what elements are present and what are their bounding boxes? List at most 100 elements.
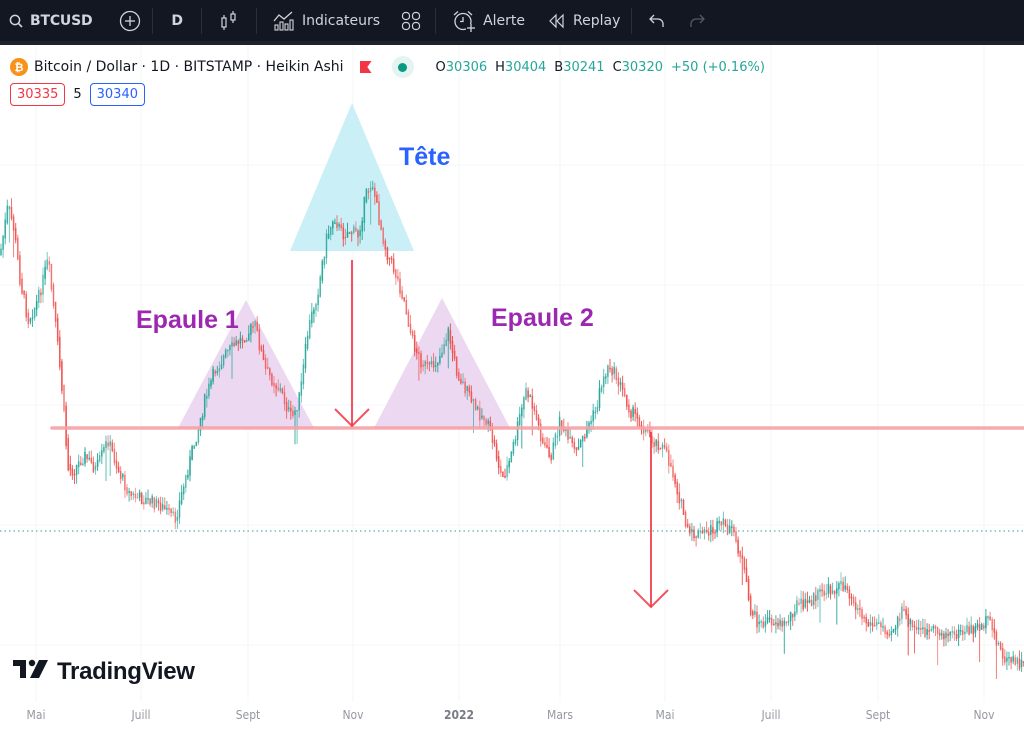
chart-type-button[interactable] [204,0,254,41]
candle-body [936,627,939,635]
candle-body [716,521,718,533]
candle-body [999,642,1002,650]
candle-body [764,621,767,627]
change-value: +50 (+0.16%) [671,59,765,75]
candle-body [695,536,697,538]
symbol-search-button[interactable]: BTCUSD [0,0,101,41]
candle-body [579,440,582,448]
candle-body [590,420,592,425]
time-axis-label: Nov [342,708,364,722]
candle-body [642,427,645,434]
candle-body [544,442,546,446]
time-axis[interactable]: Mai Juill Sept Nov 2022 Mars Mai Juill Sept Nov [0,702,1024,730]
candle-body [668,450,670,467]
candle-body [525,388,527,400]
candle-body [607,365,609,377]
candle-body [905,609,907,616]
candle-body [233,342,235,346]
indicators-button[interactable]: Indicateurs [259,0,389,41]
candle-body [836,588,838,594]
candle-body [214,371,216,374]
candle-body [113,449,116,464]
layouts-button[interactable] [389,0,433,41]
candle-body [485,419,487,425]
time-axis-label: Mai [26,708,46,722]
candle-body [546,444,548,448]
candle-body [701,530,704,534]
candle-body [361,220,363,232]
undo-button[interactable] [634,0,680,41]
candle-body [0,248,2,255]
candle-body [161,504,164,510]
candle-body [283,392,286,405]
compare-symbol-button[interactable] [101,0,150,41]
shoulder1-triangle-shape [178,300,314,428]
candle-body [420,353,422,368]
candle-body [497,456,500,469]
price-target-arrow-icon-head [633,589,669,609]
interval-label: D [171,12,183,29]
candle-body [676,482,678,495]
candle-body [754,611,756,615]
candle-body [73,474,76,476]
buy-price-button[interactable]: 30340 [89,83,145,106]
candle-body [290,407,292,412]
chart-pane[interactable]: ₿ Bitcoin / Dollar · 1D · BITSTAMP · Hei… [0,45,1024,730]
candle-body [714,532,716,534]
candle-body [567,429,569,440]
candle-body [277,387,279,391]
candle-body [747,579,750,600]
symbol-title[interactable]: Bitcoin / Dollar · 1D · BITSTAMP · Heiki… [34,59,344,75]
candle-body [859,608,861,610]
candle-body [619,382,622,385]
candle-body [571,437,573,443]
candle-body [258,328,261,350]
candle-body [75,465,78,475]
candle-body [678,491,681,504]
candle-body [1016,657,1019,664]
shoulder1-label[interactable]: Epaule 1 [136,306,239,334]
candle-body [443,344,445,354]
candle-body [957,629,960,638]
candle-body [82,463,84,466]
candle-body [689,526,691,534]
candle-body [243,340,246,343]
candle-body [760,621,762,623]
price-plot[interactable] [0,45,1024,730]
redo-button[interactable] [680,0,714,41]
candle-body [838,583,840,590]
sell-price-button[interactable]: 30335 [10,83,66,106]
candle-body [613,366,615,374]
candle-body [115,460,118,469]
candle-body [201,415,204,421]
candle-body [14,227,17,241]
candle-body [548,447,550,458]
candle-body [852,597,855,604]
candle-body [306,335,309,349]
alert-button[interactable]: Alerte [438,0,534,41]
tradingview-logo[interactable]: TradingView [13,658,195,686]
candle-body [77,461,80,468]
interval-button[interactable]: D [155,0,199,41]
candle-body [353,226,355,233]
candle-body [157,500,160,504]
candle-body [630,410,632,419]
candle-body [815,595,817,602]
candle-body [329,226,332,235]
candle-body [363,196,366,223]
candle-body [829,585,832,595]
candle-body [145,497,147,504]
candle-body [592,410,594,422]
candle-body [964,631,966,634]
candle-body [90,457,93,463]
shoulder2-label[interactable]: Epaule 2 [491,304,594,332]
candle-body [67,437,69,471]
replay-button[interactable]: Replay [534,0,629,41]
candle-body [227,349,229,352]
candle-body [71,468,74,476]
symbol-name: BTCUSD [30,12,93,29]
candle-body [609,367,611,370]
candle-body [98,455,101,462]
head-label[interactable]: Tête [399,143,451,171]
flag-icon[interactable] [359,61,372,73]
